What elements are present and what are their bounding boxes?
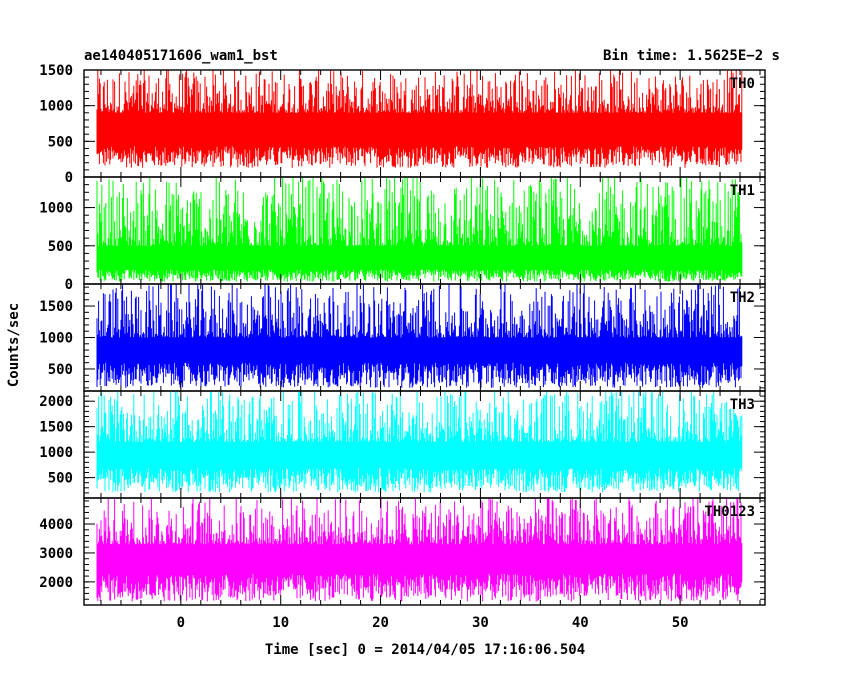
panel-label-th0123: TH0123 bbox=[704, 504, 755, 520]
x-tick-label: 50 bbox=[672, 615, 689, 631]
x-tick-label: 10 bbox=[272, 615, 289, 631]
y-tick-label: 1000 bbox=[39, 331, 73, 347]
series-th2-trace bbox=[96, 284, 743, 388]
y-tick-label: 0 bbox=[65, 170, 73, 186]
x-axis-label: Time [sec] 0 = 2014/04/05 17:16:06.504 bbox=[265, 642, 585, 658]
series-th1-trace bbox=[96, 177, 743, 282]
y-tick-label: 500 bbox=[48, 471, 73, 487]
y-axis-label: Counts/sec bbox=[6, 303, 22, 387]
x-tick-label: 20 bbox=[372, 615, 389, 631]
y-tick-label: 500 bbox=[48, 134, 73, 150]
panels-group: 050010001500TH005001000TH150010001500TH2… bbox=[39, 63, 766, 631]
panel-label-th0: TH0 bbox=[730, 76, 755, 92]
y-tick-label: 2000 bbox=[39, 394, 73, 410]
panel-label-th1: TH1 bbox=[730, 183, 755, 199]
bin-time-label: Bin time: 1.5625E−2 s bbox=[603, 48, 780, 64]
series-th3-trace bbox=[96, 391, 743, 493]
y-tick-label: 1000 bbox=[39, 99, 73, 115]
x-tick-label: 40 bbox=[572, 615, 589, 631]
y-tick-label: 1500 bbox=[39, 63, 73, 79]
panel-frame-th0123 bbox=[83, 497, 766, 606]
y-tick-label: 1500 bbox=[39, 420, 73, 436]
x-tick-label: 0 bbox=[177, 615, 185, 631]
panel-label-th2: TH2 bbox=[730, 290, 755, 306]
y-tick-label: 500 bbox=[48, 239, 73, 255]
y-tick-label: 0 bbox=[65, 277, 73, 293]
series-th0123-trace bbox=[96, 498, 743, 602]
y-tick-label: 500 bbox=[48, 362, 73, 378]
y-tick-label: 1500 bbox=[39, 299, 73, 315]
y-tick-label: 4000 bbox=[39, 517, 73, 533]
chart-title: ae140405171606_wam1_bst bbox=[84, 48, 278, 64]
x-tick-label: 30 bbox=[472, 615, 489, 631]
y-tick-label: 1000 bbox=[39, 445, 73, 461]
panel-label-th3: TH3 bbox=[730, 397, 755, 413]
y-tick-label: 3000 bbox=[39, 546, 73, 562]
y-tick-label: 1000 bbox=[39, 201, 73, 217]
series-th0-trace bbox=[96, 70, 743, 168]
y-tick-label: 2000 bbox=[39, 575, 73, 591]
